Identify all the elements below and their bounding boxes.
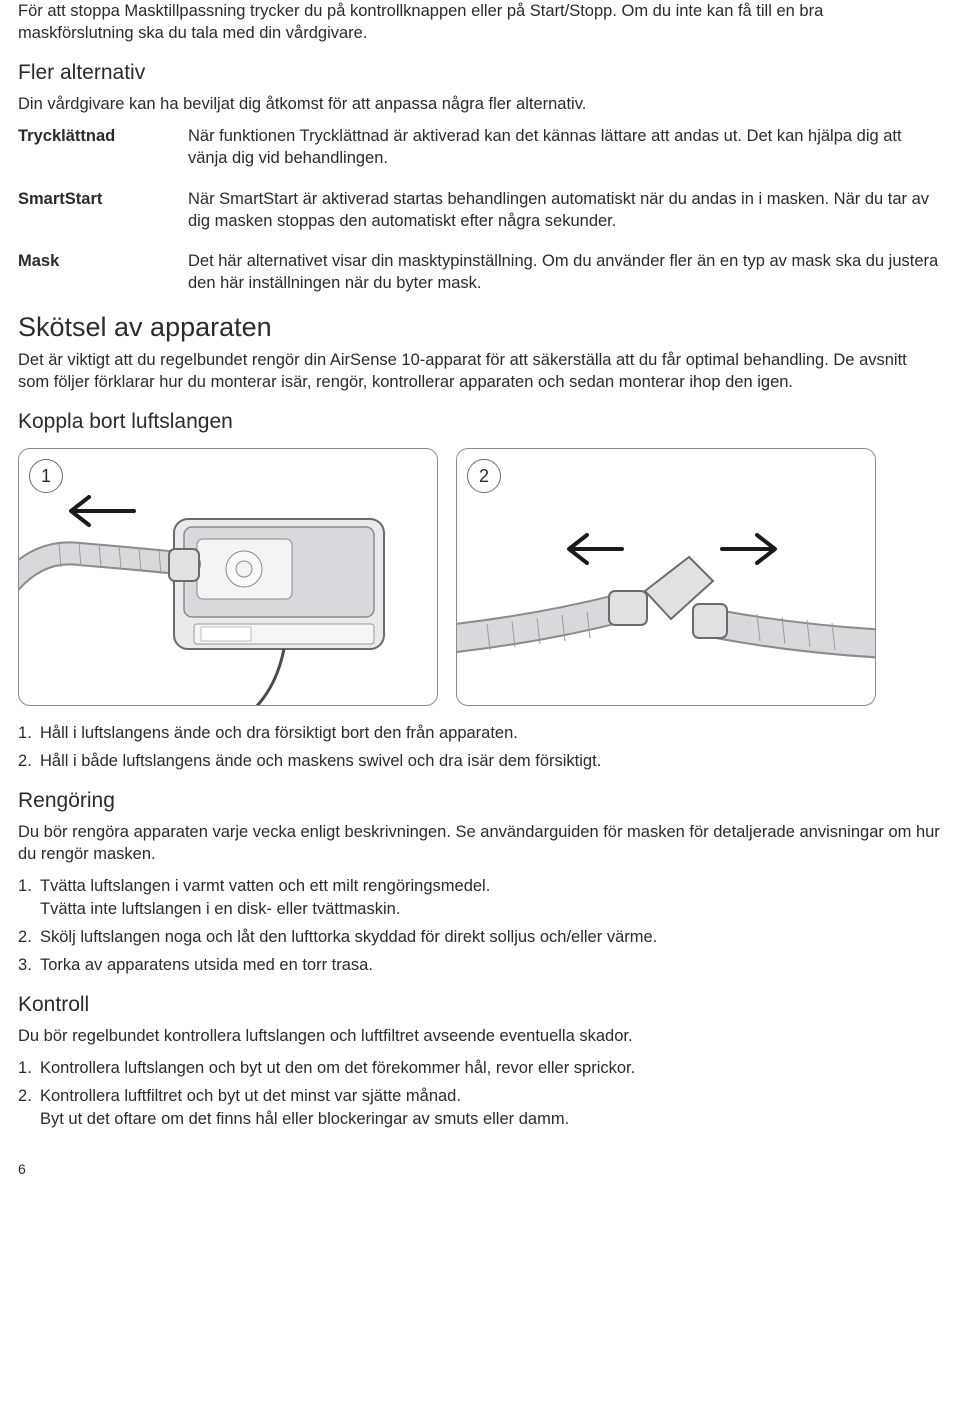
option-body: Det här alternativet visar din masktypin… [188,250,942,295]
disconnect-figures: 1 [18,448,942,706]
more-options-lead: Din vårdgivare kan ha beviljat dig åtkom… [18,93,942,115]
options-definition-list: Trycklättnad När funktionen Trycklättnad… [18,125,942,295]
list-item: Tvätta luftslangen i varmt vatten och et… [18,875,942,920]
option-term: Mask [18,250,178,295]
step-main: Kontrollera luftfiltret och byt ut det m… [40,1087,461,1105]
step-sub: Byt ut det oftare om det finns hål eller… [40,1108,942,1130]
option-term: Trycklättnad [18,125,178,170]
page-number: 6 [18,1160,942,1179]
figure-number-badge: 1 [29,459,63,493]
more-options-heading: Fler alternativ [18,59,942,87]
cleaning-lead: Du bör rengöra apparaten varje vecka enl… [18,821,942,866]
intro-paragraph: För att stoppa Masktillpassning trycker … [18,0,942,45]
list-item: Kontrollera luftslangen och byt ut den o… [18,1057,942,1079]
care-paragraph: Det är viktigt att du regelbundet rengör… [18,349,942,394]
cleaning-heading: Rengöring [18,787,942,815]
care-heading: Skötsel av apparaten [18,309,942,345]
list-item: Kontrollera luftfiltret och byt ut det m… [18,1085,942,1130]
option-body: När SmartStart är aktiverad startas beha… [188,188,942,233]
disconnect-heading: Koppla bort luftslangen [18,408,942,436]
option-body: När funktionen Trycklättnad är aktiverad… [188,125,942,170]
disconnect-steps: Håll i luftslangens ände och dra försikt… [18,722,942,773]
check-steps: Kontrollera luftslangen och byt ut den o… [18,1057,942,1130]
list-item: Torka av apparatens utsida med en torr t… [18,954,942,976]
check-heading: Kontroll [18,991,942,1019]
list-item: Skölj luftslangen noga och låt den luftt… [18,926,942,948]
step-sub: Tvätta inte luftslangen i en disk- eller… [40,898,942,920]
figure-2: 2 [456,448,876,706]
figure-number-badge: 2 [467,459,501,493]
step-main: Tvätta luftslangen i varmt vatten och et… [40,877,490,895]
figure-1: 1 [18,448,438,706]
figure-1-illustration [19,449,437,705]
list-item: Håll i både luftslangens ände och masken… [18,750,942,772]
option-term: SmartStart [18,188,178,233]
figure-2-illustration [457,449,875,705]
list-item: Håll i luftslangens ände och dra försikt… [18,722,942,744]
check-lead: Du bör regelbundet kontrollera luftslang… [18,1025,942,1047]
cleaning-steps: Tvätta luftslangen i varmt vatten och et… [18,875,942,976]
